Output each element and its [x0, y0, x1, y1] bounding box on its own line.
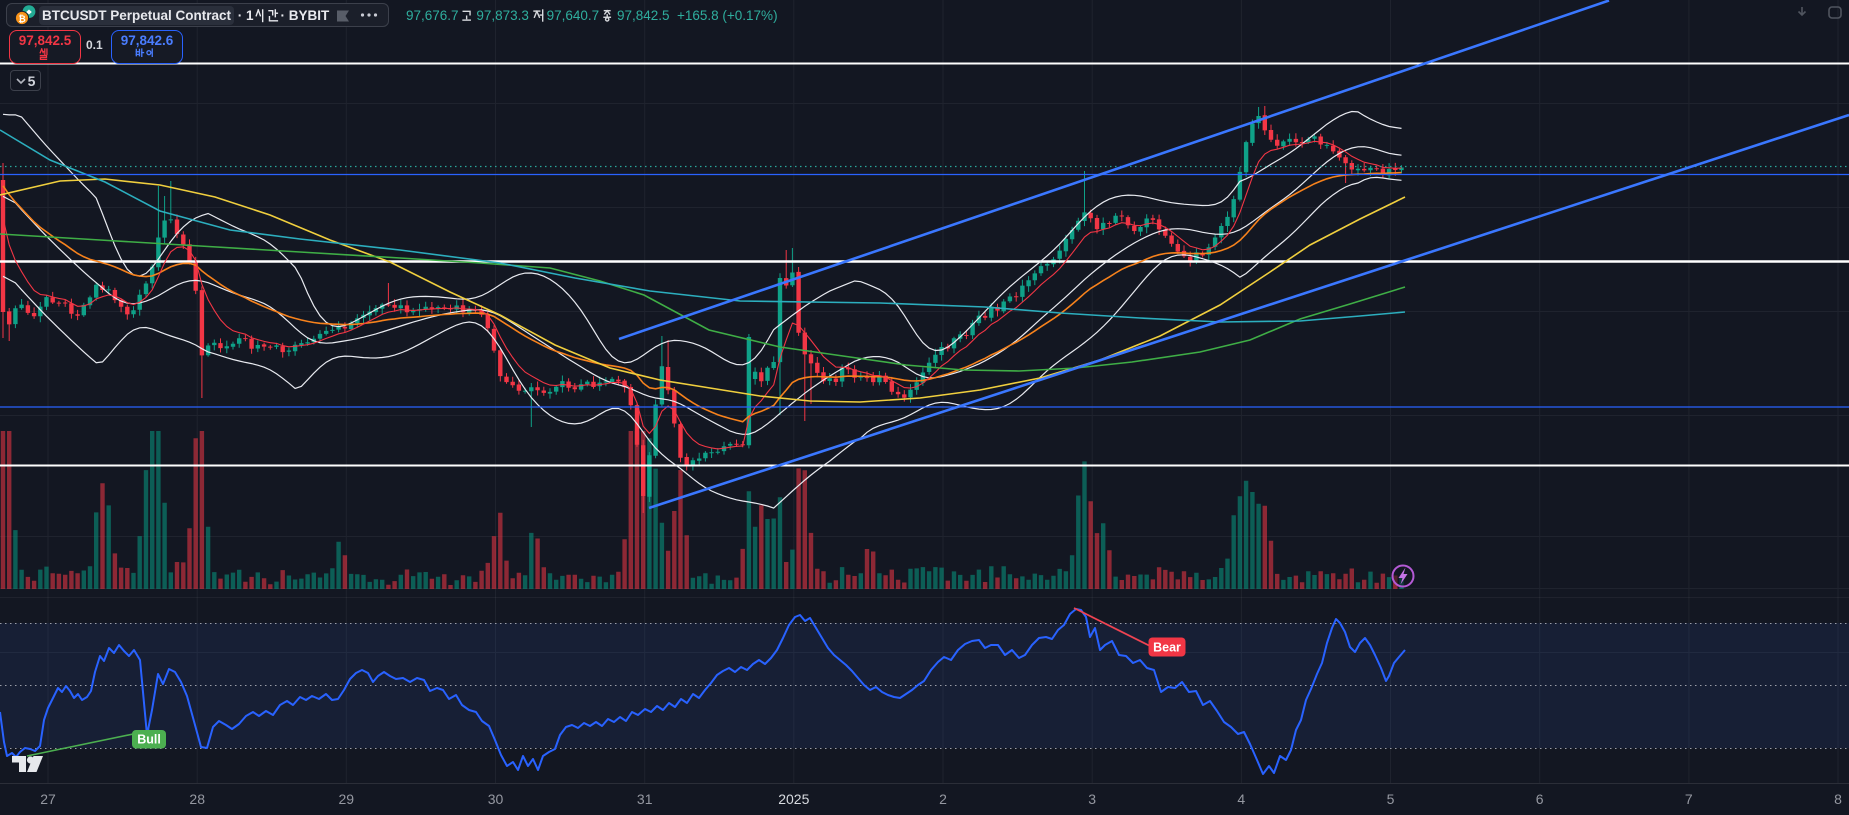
svg-text:Bull: Bull [137, 733, 161, 747]
svg-text:2: 2 [939, 791, 947, 807]
svg-text:2025: 2025 [778, 791, 809, 807]
svg-text:7: 7 [1685, 791, 1693, 807]
svg-text:4: 4 [1237, 791, 1245, 807]
svg-text:27: 27 [40, 791, 56, 807]
svg-text:6: 6 [1536, 791, 1544, 807]
svg-text:5: 5 [1387, 791, 1395, 807]
svg-text:8: 8 [1834, 791, 1842, 807]
svg-text:31: 31 [637, 791, 653, 807]
svg-text:3: 3 [1088, 791, 1096, 807]
svg-text:29: 29 [339, 791, 355, 807]
svg-text:Bear: Bear [1153, 641, 1181, 655]
svg-text:28: 28 [189, 791, 205, 807]
svg-text:₿: ₿ [18, 14, 25, 24]
svg-text:30: 30 [488, 791, 504, 807]
